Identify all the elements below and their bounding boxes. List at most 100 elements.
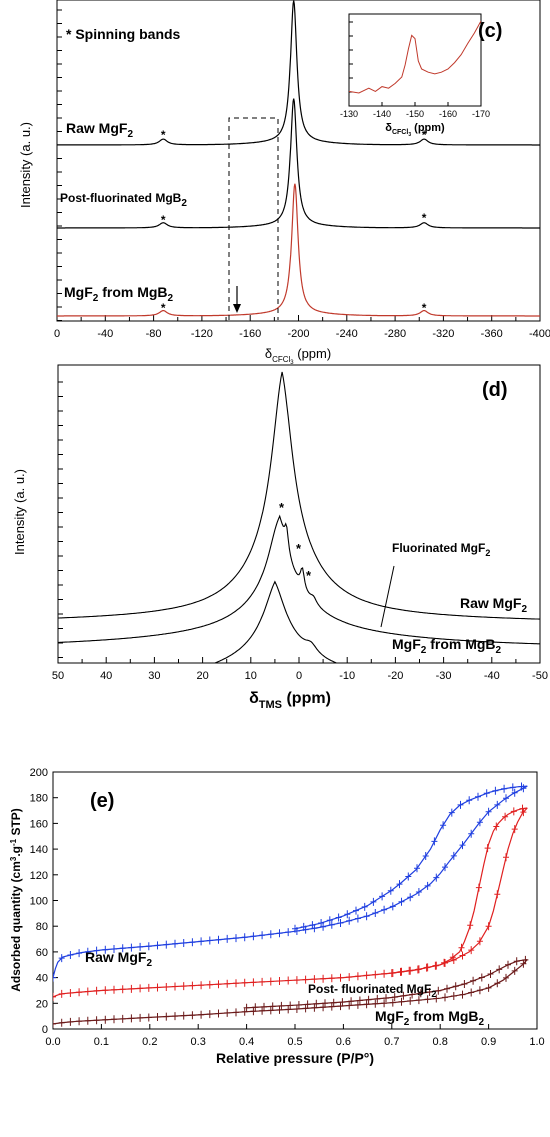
data-point-marker <box>241 978 248 987</box>
data-point-marker <box>426 988 433 996</box>
panel-d-y-axis <box>58 381 63 658</box>
inset-x-tick-label: -150 <box>406 109 424 119</box>
data-point-marker <box>452 982 459 991</box>
data-point-marker <box>93 1016 100 1025</box>
data-point-marker <box>485 807 492 816</box>
series-label-fluorinated-mgf2: Fluorinated MgF2 <box>392 541 490 558</box>
panel-c-x-axis-label: δCFCl3 (ppm) <box>265 346 331 366</box>
data-point-marker <box>119 944 126 953</box>
data-point-marker <box>102 986 109 995</box>
data-point-marker <box>111 945 117 953</box>
panel-d-label: (d) <box>482 379 508 401</box>
data-point-marker <box>503 794 509 803</box>
data-point-marker <box>458 943 465 952</box>
data-point-marker <box>278 1001 285 1010</box>
data-point-marker <box>468 988 475 997</box>
data-point-marker <box>381 999 388 1008</box>
data-point-marker <box>415 888 422 896</box>
spectrum-line-fluorinated-mgf2 <box>58 514 540 645</box>
panel-d-spectra <box>58 371 540 663</box>
x-tick-label: 0.6 <box>336 1036 351 1048</box>
data-point-marker <box>511 788 518 797</box>
data-point-marker <box>119 985 126 994</box>
data-point-marker <box>356 996 363 1005</box>
y-tick-label: 60 <box>36 947 48 959</box>
data-point-marker <box>322 999 328 1008</box>
data-point-marker <box>269 1002 276 1011</box>
adsorption-branch <box>53 807 528 998</box>
x-tick-label: 1.0 <box>529 1036 544 1048</box>
x-tick-label: 0.3 <box>191 1036 206 1048</box>
data-point-marker <box>485 922 492 931</box>
data-point-marker <box>163 983 170 991</box>
inset-x-axis-label: δCFCl3 (ppm) <box>385 122 445 138</box>
panel-e-y-axis: 0 20 40 60 80 100 120 140 160 180 200 <box>30 767 58 1036</box>
panel-e-frame <box>52 771 538 1030</box>
data-point-marker <box>417 989 424 998</box>
data-point-marker <box>215 980 222 989</box>
data-point-marker <box>503 973 509 982</box>
panel-d-y-axis-label: Intensity (a. u.) <box>12 469 27 555</box>
data-point-marker <box>198 1010 205 1019</box>
data-point-marker <box>441 958 448 967</box>
series-label-raw-mgf2: Raw MgF2 <box>66 120 133 140</box>
data-point-marker <box>348 997 355 1006</box>
x-tick-label: 0 <box>54 328 60 340</box>
data-point-marker <box>189 981 196 990</box>
data-point-marker <box>388 969 395 978</box>
x-tick-label: -50 <box>532 670 548 682</box>
x-tick-label: -240 <box>336 328 358 340</box>
data-point-marker <box>431 837 438 846</box>
panel-d-spinning-band-markers: * * * <box>279 500 312 583</box>
x-tick-label: -40 <box>484 670 500 682</box>
x-tick-label: 0.4 <box>239 1036 254 1048</box>
data-point-marker <box>354 1000 361 1009</box>
series-label-post-fluorinated-mgb2: Post-fluorinated MgB2 <box>60 191 187 209</box>
data-point-marker <box>476 986 483 995</box>
data-point-marker <box>505 960 511 969</box>
inset-spectrum-line <box>349 20 481 94</box>
panel-c-zoom-region-box <box>228 117 279 320</box>
spinning-bands-note: * Spinning bands <box>66 26 181 42</box>
data-point-marker <box>387 886 394 895</box>
data-point-marker <box>414 864 420 873</box>
data-point-marker <box>346 1001 353 1010</box>
x-tick-label: -40 <box>97 328 113 340</box>
data-point-marker <box>519 804 526 813</box>
data-point-marker <box>276 977 283 985</box>
data-point-marker <box>76 1017 83 1026</box>
data-point-marker <box>300 922 307 931</box>
inset-x-axis: -130 -140 -150 -160 -170 <box>340 102 490 119</box>
data-point-marker <box>475 883 482 892</box>
data-point-marker <box>372 909 379 917</box>
data-point-marker <box>259 977 266 986</box>
data-point-marker <box>180 982 187 991</box>
x-tick-label: -400 <box>529 328 550 340</box>
data-point-marker <box>363 1000 370 1009</box>
data-point-marker <box>381 905 388 914</box>
data-point-marker <box>313 999 320 1008</box>
data-point-marker <box>250 978 257 987</box>
data-point-marker <box>111 985 117 994</box>
x-tick-label: 50 <box>52 670 64 682</box>
data-point-marker <box>346 916 353 925</box>
data-point-marker <box>53 992 56 1001</box>
data-point-marker <box>459 990 466 999</box>
y-tick-label: 140 <box>30 844 48 856</box>
x-tick-label: -120 <box>191 328 213 340</box>
data-point-marker <box>354 914 361 923</box>
data-point-marker <box>415 996 422 1005</box>
data-point-marker <box>84 947 91 956</box>
data-point-marker <box>484 844 491 853</box>
data-point-marker <box>496 965 503 974</box>
data-point-marker <box>285 976 292 985</box>
data-point-marker <box>128 1014 135 1023</box>
data-point-marker <box>391 993 398 1002</box>
data-point-marker <box>309 921 316 930</box>
data-point-marker <box>501 784 508 793</box>
panel-c-label: (c) <box>478 20 502 42</box>
panel-e-label: (e) <box>90 790 114 812</box>
y-tick-label: 100 <box>30 896 48 908</box>
data-point-marker <box>328 920 335 929</box>
